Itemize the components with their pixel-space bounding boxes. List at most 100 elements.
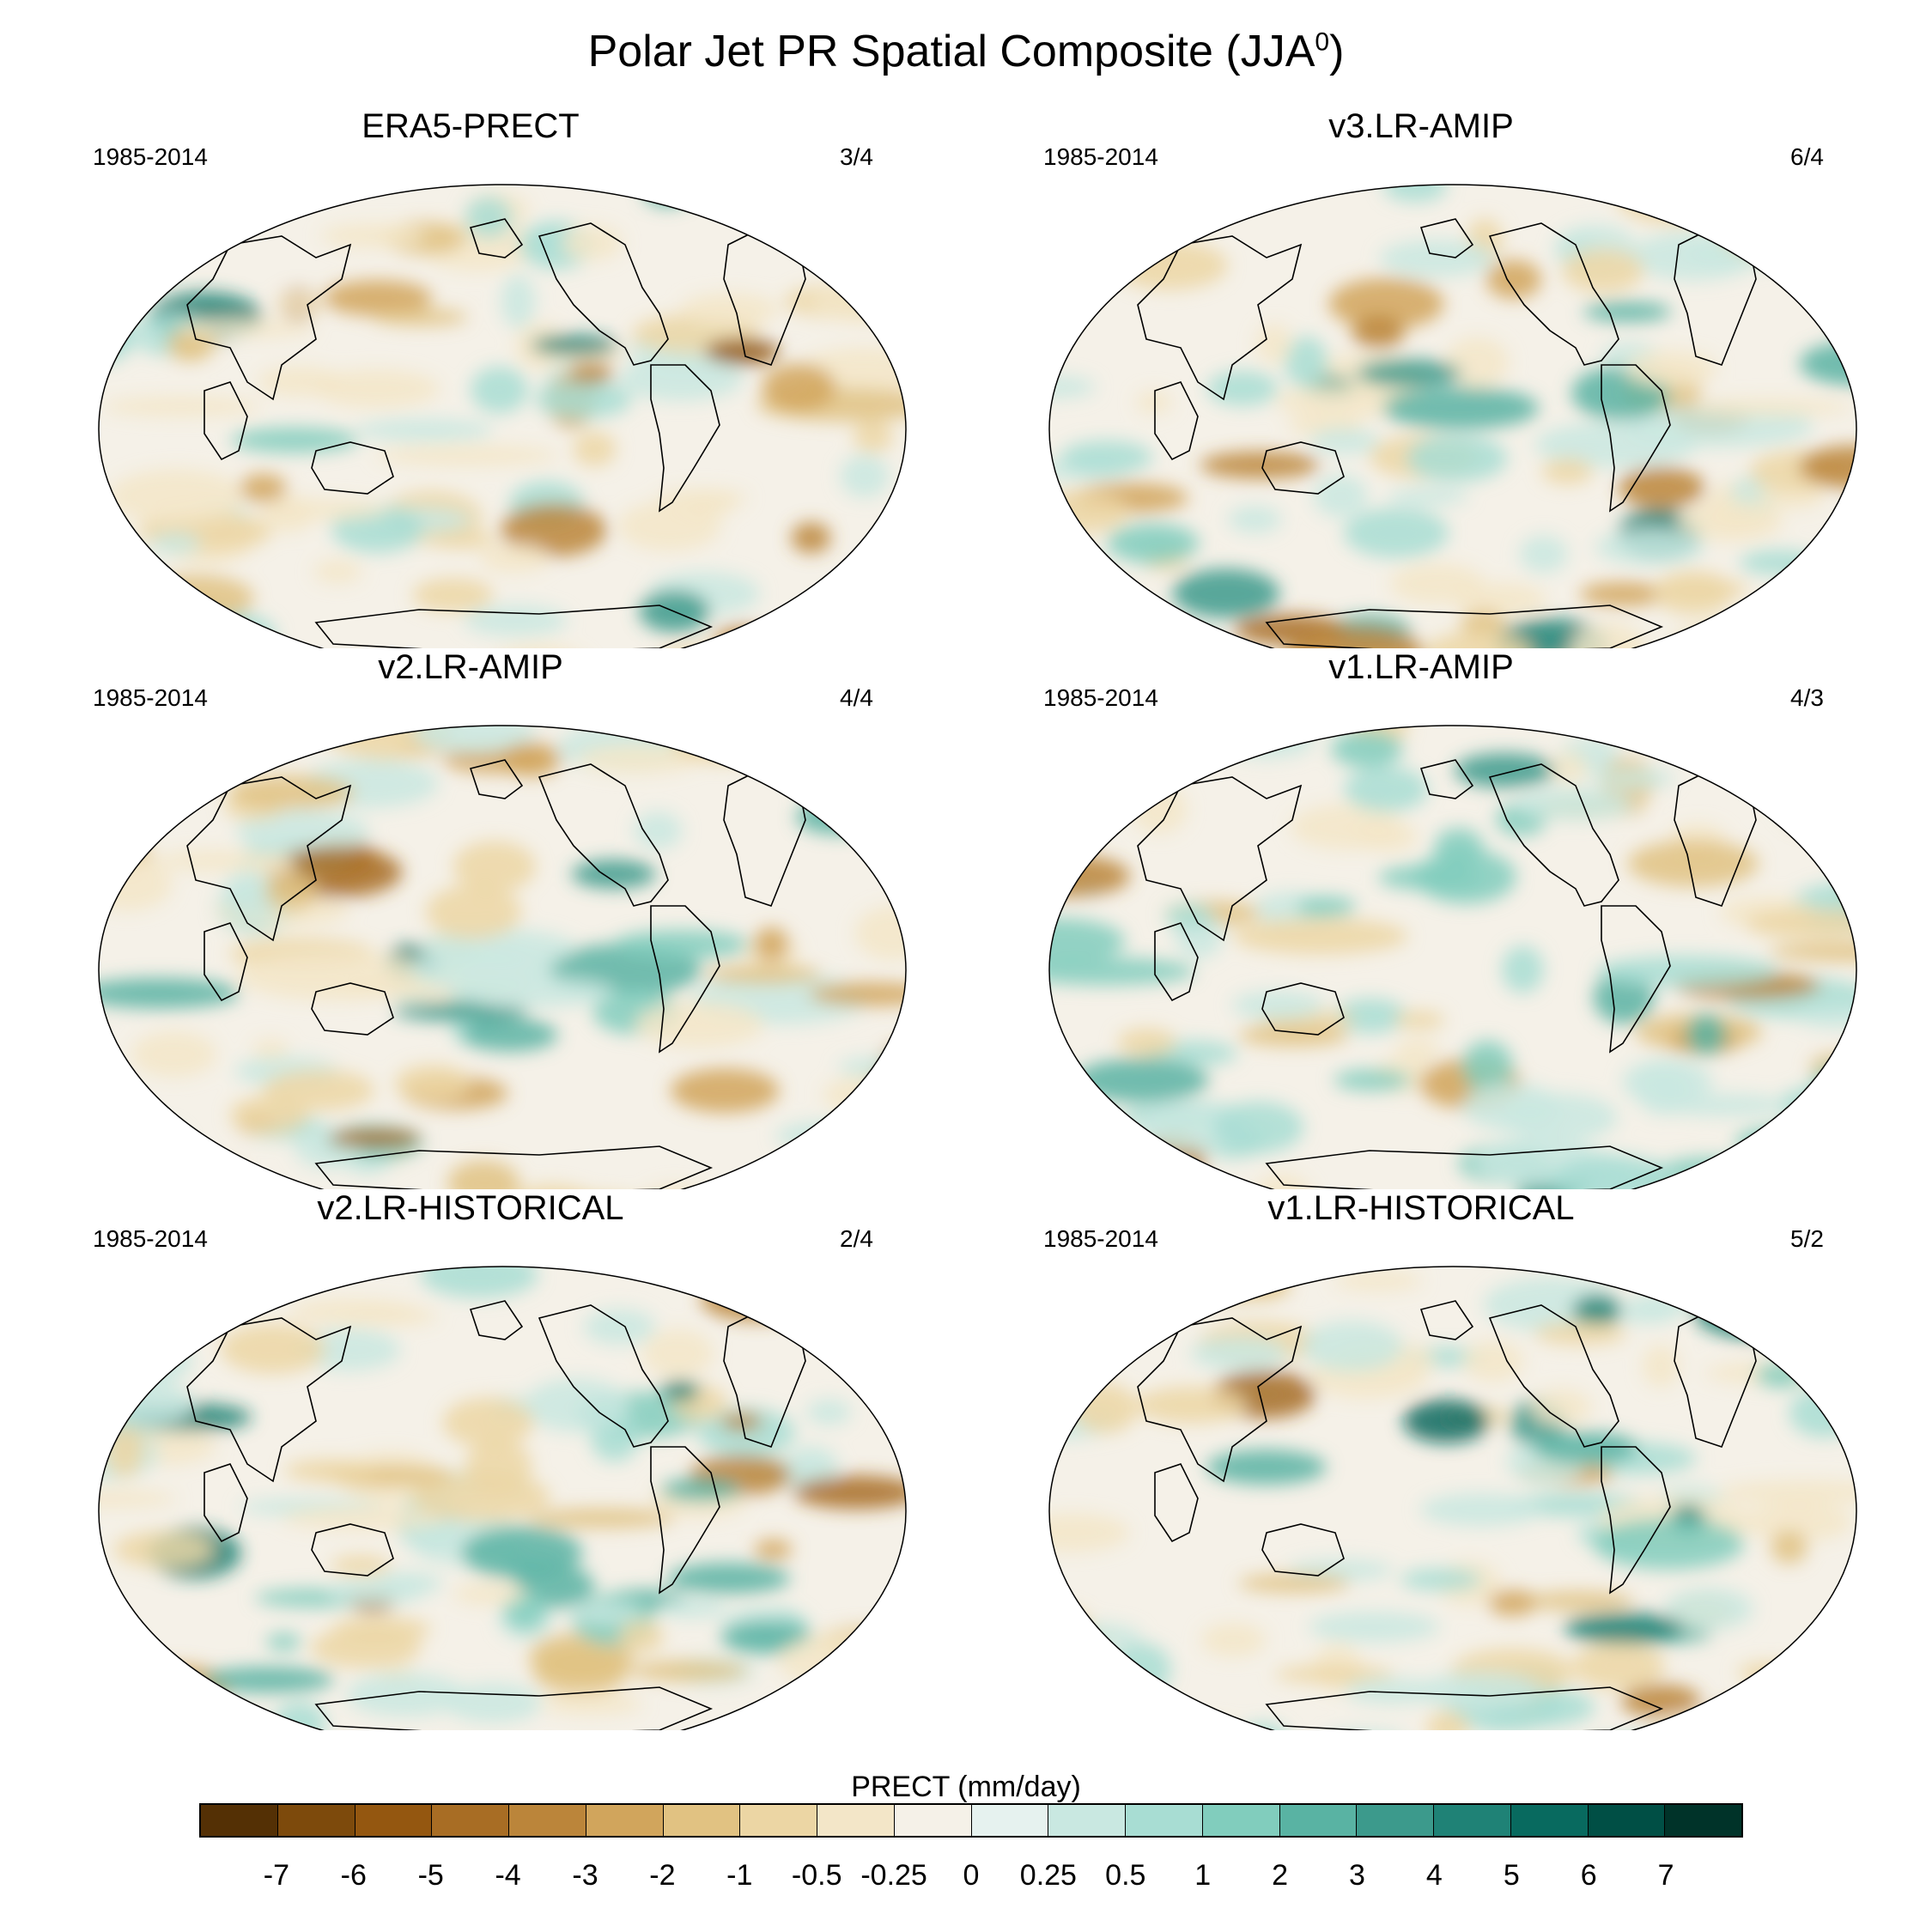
coastline: [1261, 982, 1345, 1036]
colorbar-tick-label: 7: [1657, 1859, 1674, 1892]
colorbar-box: [509, 1805, 586, 1836]
coastline: [1137, 1317, 1303, 1483]
colorbar-tick-label: -2: [649, 1859, 676, 1892]
coastline: [314, 1145, 714, 1189]
panel-period: 1985-2014: [93, 1225, 208, 1252]
colorbar-tick-label: -4: [495, 1859, 521, 1892]
colorbar-box: [663, 1805, 741, 1836]
colorbar-box: [1202, 1805, 1280, 1836]
coastline: [311, 982, 394, 1036]
precip-anomaly-map: [98, 1266, 907, 1730]
coastline: [314, 1686, 714, 1730]
colorbar-box: [740, 1805, 817, 1836]
colorbar-tick-label: -3: [572, 1859, 598, 1892]
coastline: [1137, 776, 1303, 942]
panel-ratio: 4/4: [840, 684, 873, 711]
coastline: [1601, 1446, 1671, 1595]
colorbar-box: [277, 1805, 355, 1836]
precip-anomaly-map: [1048, 725, 1857, 1189]
figure-title: Polar Jet PR Spatial Composite (JJA0): [587, 27, 1345, 76]
colorbar-tick-label: 0: [963, 1859, 980, 1892]
colorbar-tick-label: -7: [263, 1859, 290, 1892]
colorbar-box: [432, 1805, 509, 1836]
colorbar-tick-label: 2: [1272, 1859, 1289, 1892]
coastline: [469, 1300, 524, 1340]
colorbar-box: [1665, 1805, 1741, 1836]
panel-ratio: 6/4: [1790, 143, 1824, 170]
colorbar: [199, 1803, 1743, 1838]
coastline: [314, 605, 714, 648]
anomaly-field: [99, 1267, 906, 1730]
map-panel-era5-prect: ERA5-PRECT 1985-2014 3/4: [58, 107, 1003, 648]
panel-title: ERA5-PRECT: [361, 107, 580, 145]
map-panel-v2-lr-amip: v2.LR-AMIP 1985-2014 4/4: [58, 648, 1003, 1189]
coastline: [1261, 441, 1345, 495]
colorbar-box: [817, 1805, 895, 1836]
panel-title: v1.LR-AMIP: [1328, 648, 1514, 686]
coastline: [1154, 922, 1199, 1002]
coastline: [204, 922, 248, 1002]
coastline: [1419, 759, 1474, 799]
colorbar-tick-label: 0.5: [1105, 1859, 1146, 1892]
coastline: [538, 222, 669, 366]
anomaly-field: [1049, 726, 1856, 1189]
coastline: [538, 1304, 669, 1448]
precip-anomaly-map: [98, 184, 907, 648]
colorbar-tick-label: -0.25: [860, 1859, 927, 1892]
panel-ratio: 2/4: [840, 1225, 873, 1252]
panel-title: v1.LR-HISTORICAL: [1267, 1189, 1575, 1227]
coastline: [1488, 763, 1619, 907]
precip-anomaly-map: [1048, 184, 1857, 648]
colorbar-label: PRECT (mm/day): [851, 1771, 1081, 1803]
colorbar-box: [586, 1805, 664, 1836]
panel-period: 1985-2014: [93, 684, 208, 711]
coastline: [1261, 1523, 1345, 1577]
map-outline: [98, 725, 907, 1189]
panel-period: 1985-2014: [1043, 143, 1158, 170]
coastline: [1601, 364, 1671, 513]
panel-period: 1985-2014: [1043, 1225, 1158, 1252]
panel-ratio: 5/2: [1790, 1225, 1824, 1252]
colorbar-box: [1279, 1805, 1358, 1836]
colorbar-box: [894, 1805, 972, 1836]
colorbar-tick-label: -1: [726, 1859, 753, 1892]
colorbar-box: [201, 1805, 278, 1836]
colorbar-box: [1048, 1805, 1126, 1836]
map-panel-v1-lr-amip: v1.LR-AMIP 1985-2014 4/3: [1009, 648, 1932, 1189]
colorbar-box: [1434, 1805, 1511, 1836]
coastline: [1137, 235, 1303, 401]
coastline: [1154, 381, 1199, 461]
colorbar-box: [1126, 1805, 1203, 1836]
coastline: [186, 235, 352, 401]
coastline: [1601, 905, 1671, 1054]
colorbar-tick-label: 5: [1503, 1859, 1520, 1892]
panel-title: v2.LR-AMIP: [378, 648, 563, 686]
coastline: [650, 1446, 720, 1595]
panel-title: v3.LR-AMIP: [1328, 107, 1514, 145]
map-panel-v1-lr-historical: v1.LR-HISTORICAL 1985-2014 5/2: [1009, 1189, 1932, 1730]
panel-title: v2.LR-HISTORICAL: [317, 1189, 624, 1227]
colorbar-box: [1588, 1805, 1666, 1836]
colorbar-tick-label: -5: [417, 1859, 444, 1892]
map-outline: [1048, 1266, 1857, 1730]
coastline: [1265, 1686, 1664, 1730]
colorbar-box: [355, 1805, 433, 1836]
coastline: [1419, 1300, 1474, 1340]
coastline: [469, 218, 524, 258]
colorbar-tick-label: 0.25: [1019, 1859, 1077, 1892]
map-panel-v3-lr-amip: v3.LR-AMIP 1985-2014 6/4: [1009, 107, 1932, 648]
coastline: [1488, 1304, 1619, 1448]
colorbar-tick-label: -0.5: [791, 1859, 842, 1892]
coastline: [186, 1317, 352, 1483]
colorbar-tick-label: -6: [340, 1859, 367, 1892]
coastline: [469, 759, 524, 799]
coastline: [1488, 222, 1619, 366]
map-outline: [1048, 725, 1857, 1189]
coastline: [311, 441, 394, 495]
colorbar-box: [971, 1805, 1049, 1836]
coastline: [204, 381, 248, 461]
colorbar-tick-label: 1: [1194, 1859, 1212, 1892]
coastline: [538, 763, 669, 907]
coastline: [650, 364, 720, 513]
colorbar-tick-label: 4: [1425, 1859, 1443, 1892]
